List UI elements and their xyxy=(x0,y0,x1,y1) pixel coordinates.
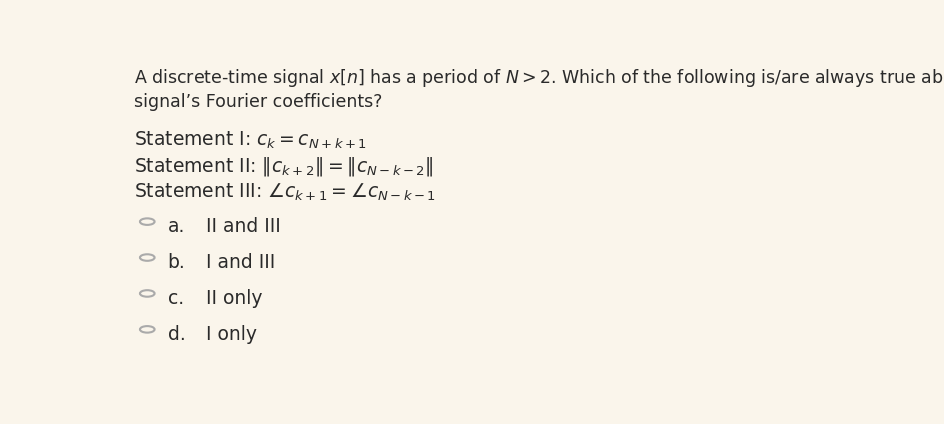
Text: signal’s Fourier coefficients?: signal’s Fourier coefficients? xyxy=(134,93,382,111)
Text: Statement III: $\angle c_{k+1} = \angle c_{N-k-1}$: Statement III: $\angle c_{k+1} = \angle … xyxy=(134,181,436,203)
Text: II and III: II and III xyxy=(206,218,280,237)
Text: c.: c. xyxy=(168,289,184,308)
Text: II only: II only xyxy=(206,289,262,308)
Text: Statement I: $c_k = c_{N+k+1}$: Statement I: $c_k = c_{N+k+1}$ xyxy=(134,129,367,151)
Text: b.: b. xyxy=(168,253,186,272)
Text: Statement II: $\|c_{k+2}\| = \|c_{N-k-2}\|$: Statement II: $\|c_{k+2}\| = \|c_{N-k-2}… xyxy=(134,155,434,179)
Text: I and III: I and III xyxy=(206,253,275,272)
Text: a.: a. xyxy=(168,218,185,237)
Text: I only: I only xyxy=(206,325,257,344)
Text: A discrete-time signal $x[n]$ has a period of $N > 2$. Which of the following is: A discrete-time signal $x[n]$ has a peri… xyxy=(134,67,944,89)
Text: d.: d. xyxy=(168,325,186,344)
